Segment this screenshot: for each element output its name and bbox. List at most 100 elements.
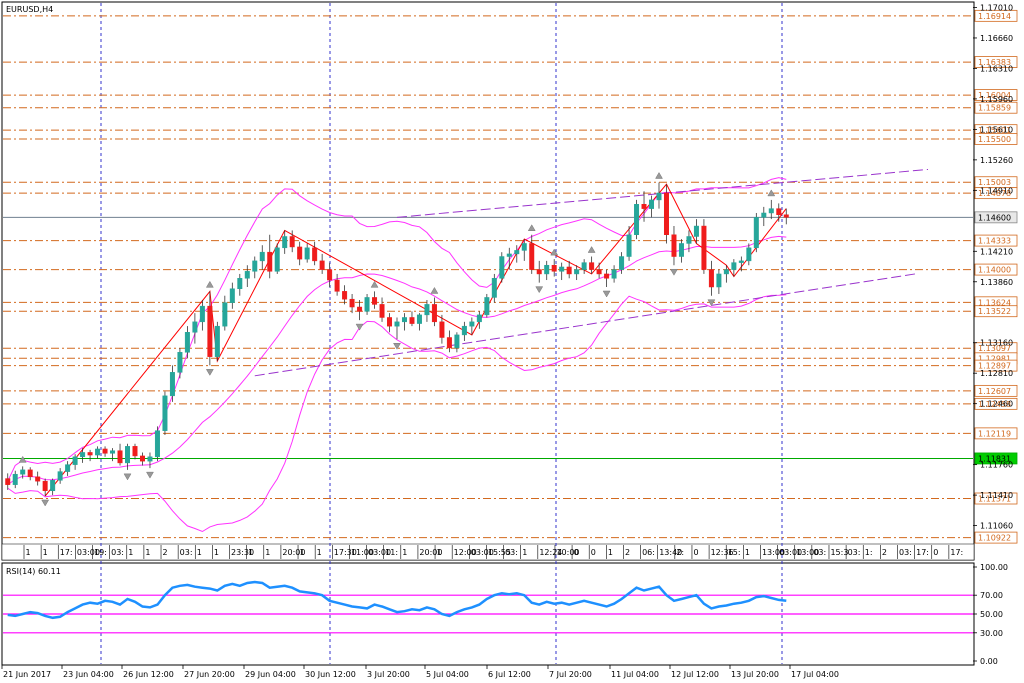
session-strip-label: 1 [402,548,407,557]
bear-candle-body [596,269,602,275]
bear-candle-body [446,337,452,349]
bear-candle-body [536,269,542,275]
session-strip-label: 15: [728,548,741,557]
bear-candle-body [701,225,707,270]
level-price-tag [974,187,1018,200]
session-strip-label: 17: [60,548,73,557]
session-strip-label: 1 [317,548,322,557]
session-strip-label: 0 [693,548,698,557]
bear-candle-body [357,306,363,312]
rsi-axis: 100.00 70.00 50.00 30.00 0.00 [973,563,1008,666]
rsi-line [7,580,787,620]
session-strip-label: 03:00 [471,548,494,557]
session-strip-label: 11:00 [351,548,374,557]
time-tick-label: 29 Jun 04:00 [245,670,296,679]
level-price-tag [974,427,1018,440]
price-tick-label: 1.17010 [980,3,1013,12]
rsi-tick-label: 50.00 [980,610,1003,619]
bollinger-middle [7,235,787,486]
session-strip-label: 1 [265,548,270,557]
session-strip-label: 03: [111,548,124,557]
fractal-down-marker [205,369,214,376]
level-price-label: 1.15859 [978,104,1011,113]
level-price-tag [974,56,1018,68]
bear-candle-body [297,246,303,260]
price-tick-label: 1.15260 [980,156,1013,165]
session-strip-label: 03: [848,548,861,557]
session-strip-label: 03: [505,548,518,557]
price-tick-label: 1.11760 [980,461,1013,470]
bull-candle-body [95,448,101,456]
level-price-tag [974,384,1018,397]
session-strip-label: 03:00 [368,548,391,557]
bear-candle-body [35,476,41,482]
level-price-label: 1.15601 [978,126,1011,135]
level-price-label: 1.15500 [978,135,1011,144]
session-strip-label: 23:30 [231,548,254,557]
fractal-up-marker [767,189,776,197]
session-strip-label: 1 [145,548,150,557]
session-strip-label: 03:00 [77,548,100,557]
bull-candle-body [401,317,407,323]
bear-candle-body [529,243,535,270]
session-strip-label: 2: [676,548,684,557]
fractal-up-marker [587,246,596,253]
session-strip-label: 12:00 [454,548,477,557]
time-tick-label: 3 Jul 20:00 [367,670,410,679]
bull-candle-body [259,251,265,262]
bear-candle-body [5,478,11,485]
bull-candle-body [686,236,692,244]
bear-candle-body [207,305,213,357]
time-tick-label: 21 Jun 2017 [3,670,51,679]
bull-candle-body [50,480,56,492]
bull-candle-body [514,250,520,255]
level-price-label: 1.16914 [978,12,1011,21]
time-tick-label: 27 Jun 20:00 [184,670,235,679]
session-strip-label: 1: [865,548,873,557]
session-strip-label: 1 [214,548,219,557]
bear-candle-body [319,260,325,270]
level-price-label: 1.10922 [978,534,1011,543]
fractal-down-marker [670,268,678,276]
fractal-up-marker [655,172,663,179]
bear-candle-body [604,273,610,279]
session-strip-label: 1 [43,548,48,557]
session-strip-label: 15:3 [830,548,848,557]
bull-candle-body [214,325,220,357]
session-strip-label: 2 [882,548,887,557]
time-tick-label: 5 Jul 04:00 [426,670,469,679]
bull-candle-body [304,247,310,260]
price-axis: 1.16914 1.16383 1.16004 1.15859 1.156011.155… [973,3,1018,544]
level-price-label: 1.14333 [978,237,1011,246]
time-tick-label: 11 Jul 04:00 [611,670,659,679]
time-tick-label: 17 Jul 04:00 [791,670,839,679]
level-price-tag [974,89,1018,101]
price-tick-label: 1.13160 [980,339,1013,348]
level-price-label: 1.14000 [978,266,1011,275]
bear-candle-body [267,251,273,272]
bear-candle-body [42,480,48,492]
session-strip-label: 03: [899,548,912,557]
level-price-tag [974,211,1018,224]
candles [5,182,789,496]
session-strip-label: 2 [163,548,168,557]
bull-candle-body [229,288,235,303]
session-strip-label: 1 [26,548,31,557]
time-tick-label: 26 Jun 12:00 [123,670,174,679]
bear-candle-body [783,214,789,218]
bull-candle-body [454,334,460,349]
rsi-tick-label: 0.00 [980,657,998,666]
bull-candle-body [469,321,475,327]
session-separators [100,3,783,664]
bull-candle-body [394,321,400,327]
level-price-tag [974,133,1018,145]
fractal-down-marker [123,473,132,481]
session-strip-label: 17: [950,548,963,557]
bull-candle-body [731,262,737,270]
bull-candle-body [506,253,512,257]
bear-candle-body [27,469,33,478]
price-tick-label: 1.13860 [980,278,1013,287]
bull-candle-body [162,395,168,431]
session-strip-label: 1 [745,548,750,557]
